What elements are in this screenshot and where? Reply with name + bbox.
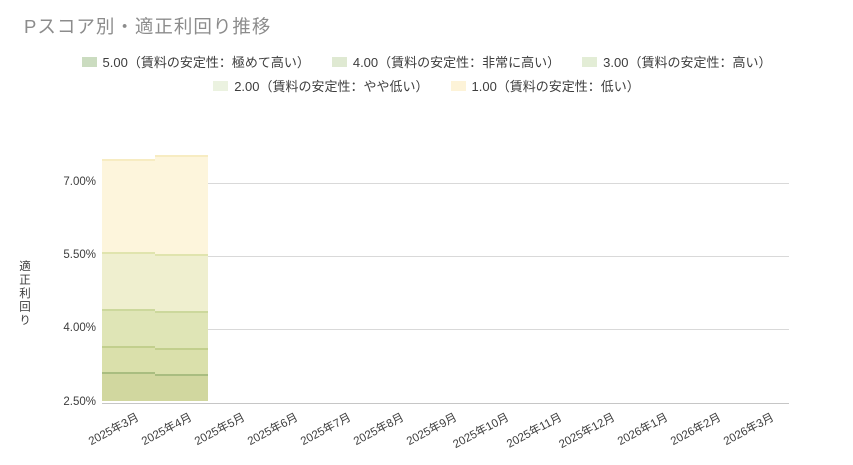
area-band (154, 155, 209, 255)
area-band (154, 310, 209, 348)
legend-item[interactable]: 2.00（賃料の安定性：やや低い） (213, 76, 429, 95)
legend-item-label: 4.00（賃料の安定性：非常に高い） (352, 55, 561, 70)
y-axis-tick-label: 5.50% (63, 249, 96, 261)
legend-row: 5.00（賃料の安定性：極めて高い） 4.00（賃料の安定性：非常に高い） 3.00… (0, 52, 853, 71)
y-axis-tick-label: 2.50% (63, 396, 96, 408)
area-band (102, 308, 156, 346)
chart-legend: 5.00（賃料の安定性：極めて高い） 4.00（賃料の安定性：非常に高い） 3.00… (0, 52, 853, 100)
gridline (102, 329, 789, 330)
y-axis-tick-label: 7.00% (63, 176, 96, 188)
area-band (102, 159, 156, 252)
area-band (154, 374, 209, 402)
legend-item[interactable]: 3.00（賃料の安定性：高い） (582, 52, 771, 71)
chart-title: Pスコア別・適正利回り推移 (24, 16, 272, 37)
legend-item[interactable]: 4.00（賃料の安定性：非常に高い） (331, 52, 561, 71)
y-axis-title: 適正利回り (18, 260, 30, 328)
gridline (102, 183, 789, 184)
area-band (154, 254, 209, 311)
legend-swatch-icon (582, 56, 598, 67)
legend-swatch-icon (213, 80, 229, 91)
legend-item-label: 3.00（賃料の安定性：高い） (603, 55, 772, 70)
area-band (102, 372, 156, 402)
legend-row: 2.00（賃料の安定性：やや低い） 1.00（賃料の安定性：低い） (0, 76, 853, 95)
gridline (102, 403, 789, 404)
area-band (102, 251, 156, 309)
legend-swatch-icon (450, 80, 466, 91)
area-band (154, 347, 209, 375)
legend-item-label: 1.00（賃料の安定性：低い） (471, 79, 640, 94)
area-band (102, 345, 156, 373)
legend-swatch-icon (81, 56, 97, 67)
legend-item[interactable]: 5.00（賃料の安定性：極めて高い） (81, 52, 310, 71)
legend-item-label: 5.00（賃料の安定性：極めて高い） (102, 55, 310, 70)
y-axis-tick-label: 4.00% (63, 322, 96, 334)
legend-item[interactable]: 1.00（賃料の安定性：低い） (450, 76, 640, 95)
legend-swatch-icon (331, 56, 347, 67)
legend-item-label: 2.00（賃料の安定性：やや低い） (234, 79, 429, 94)
gridline (102, 256, 789, 257)
